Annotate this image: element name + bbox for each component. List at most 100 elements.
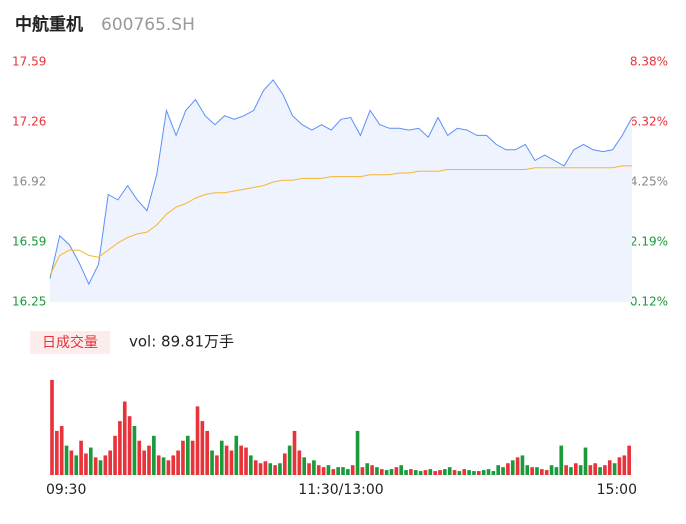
volume-bar [200, 421, 205, 475]
volume-bar [224, 445, 229, 475]
volume-bar [462, 469, 467, 475]
volume-bar [573, 463, 578, 475]
volume-bar [569, 467, 573, 475]
volume-bar [282, 453, 287, 475]
volume-bar [491, 471, 496, 475]
volume-bar [617, 457, 622, 475]
x-tick-label: 11:30/13:00 [298, 482, 383, 498]
volume-bar [98, 460, 103, 475]
volume-bar [506, 463, 510, 475]
volume-bar [365, 463, 370, 475]
volume-bar [443, 469, 447, 475]
volume-bar [79, 440, 83, 475]
volume-bar [355, 430, 360, 475]
volume-bar [244, 447, 248, 475]
volume-bar [137, 440, 142, 475]
volume-bar [404, 470, 408, 475]
volume-bar [321, 467, 326, 475]
volume-bar [350, 465, 355, 475]
volume-bar [249, 455, 253, 475]
volume-bar [113, 435, 117, 475]
volume-bar [253, 460, 258, 475]
volume-bar [229, 450, 234, 475]
volume-bar [583, 447, 588, 475]
y2-tick-label: 6.32% [630, 115, 668, 129]
volume-bar [578, 465, 583, 475]
volume-bar [346, 469, 350, 475]
volume-bar [598, 467, 602, 475]
volume-bar [394, 467, 399, 475]
volume-bar [389, 469, 394, 475]
average-line [49, 165, 632, 276]
volume-bar [59, 426, 64, 475]
volume-button[interactable]: 日成交量 [42, 334, 98, 351]
volume-bar [428, 469, 433, 475]
volume-bar [171, 455, 176, 475]
volume-bar [554, 467, 559, 475]
volume-bar [185, 435, 190, 475]
volume-bar [142, 450, 146, 475]
volume-bar [540, 469, 544, 475]
price-area [50, 79, 632, 303]
volume-bar [69, 450, 74, 475]
volume-bar [88, 447, 93, 475]
volume-bar [263, 461, 268, 475]
x-tick-label: 15:00 [597, 482, 637, 498]
volume-bar [496, 465, 501, 475]
y2-tick-label: 8.38% [630, 55, 668, 69]
volume-bar [399, 465, 404, 475]
volume-bar [622, 455, 627, 475]
volume-bar [84, 453, 88, 475]
volume-bar [452, 470, 457, 475]
volume-bar [176, 450, 180, 475]
volume-bar [312, 460, 316, 475]
volume-bar [239, 445, 243, 475]
volume-bar [190, 440, 195, 475]
volume-bar [93, 457, 98, 475]
volume-button-bg[interactable] [30, 331, 110, 354]
volume-bar [336, 467, 340, 475]
volume-bar [447, 467, 452, 475]
volume-bar [156, 455, 161, 475]
volume-bar [530, 467, 534, 475]
volume-bar [268, 463, 273, 475]
volume-bar [409, 469, 413, 475]
volume-bar [423, 470, 428, 475]
volume-bar [486, 469, 491, 475]
volume-bar [132, 426, 137, 475]
volume-bar [297, 450, 302, 475]
y2-tick-label: 2.19% [630, 235, 668, 249]
y-tick-label: 17.26 [12, 115, 46, 129]
volume-bar [74, 455, 79, 475]
volume-bar [564, 465, 568, 475]
volume-bar [457, 471, 462, 475]
volume-bar [559, 445, 564, 475]
volume-bar [520, 455, 525, 475]
volume-bar [210, 450, 214, 475]
volume-bar [152, 435, 156, 475]
volume-bar [501, 467, 505, 475]
volume-bar [161, 457, 166, 475]
stock-name: 中航重机 [15, 14, 83, 35]
volume-bar [433, 471, 437, 475]
volume-bar [544, 470, 549, 475]
volume-bar [103, 455, 108, 475]
volume-bar [166, 460, 171, 475]
price-line [49, 79, 633, 286]
y2-tick-label: 0.12% [630, 295, 668, 309]
volume-bar [535, 467, 539, 475]
volume-bar [467, 470, 471, 475]
volume-bar [360, 467, 365, 475]
volume-bar [122, 401, 127, 475]
volume-bar [195, 406, 200, 475]
y-tick-label: 16.92 [12, 175, 46, 189]
volume-bar [181, 440, 185, 475]
volume-bar [370, 465, 374, 475]
volume-bar [515, 457, 520, 475]
volume-bar [205, 430, 210, 475]
x-tick-label: 09:30 [46, 482, 86, 498]
volume-bar [307, 463, 311, 475]
y-tick-label: 17.59 [12, 55, 46, 69]
volume-bar [278, 463, 282, 475]
